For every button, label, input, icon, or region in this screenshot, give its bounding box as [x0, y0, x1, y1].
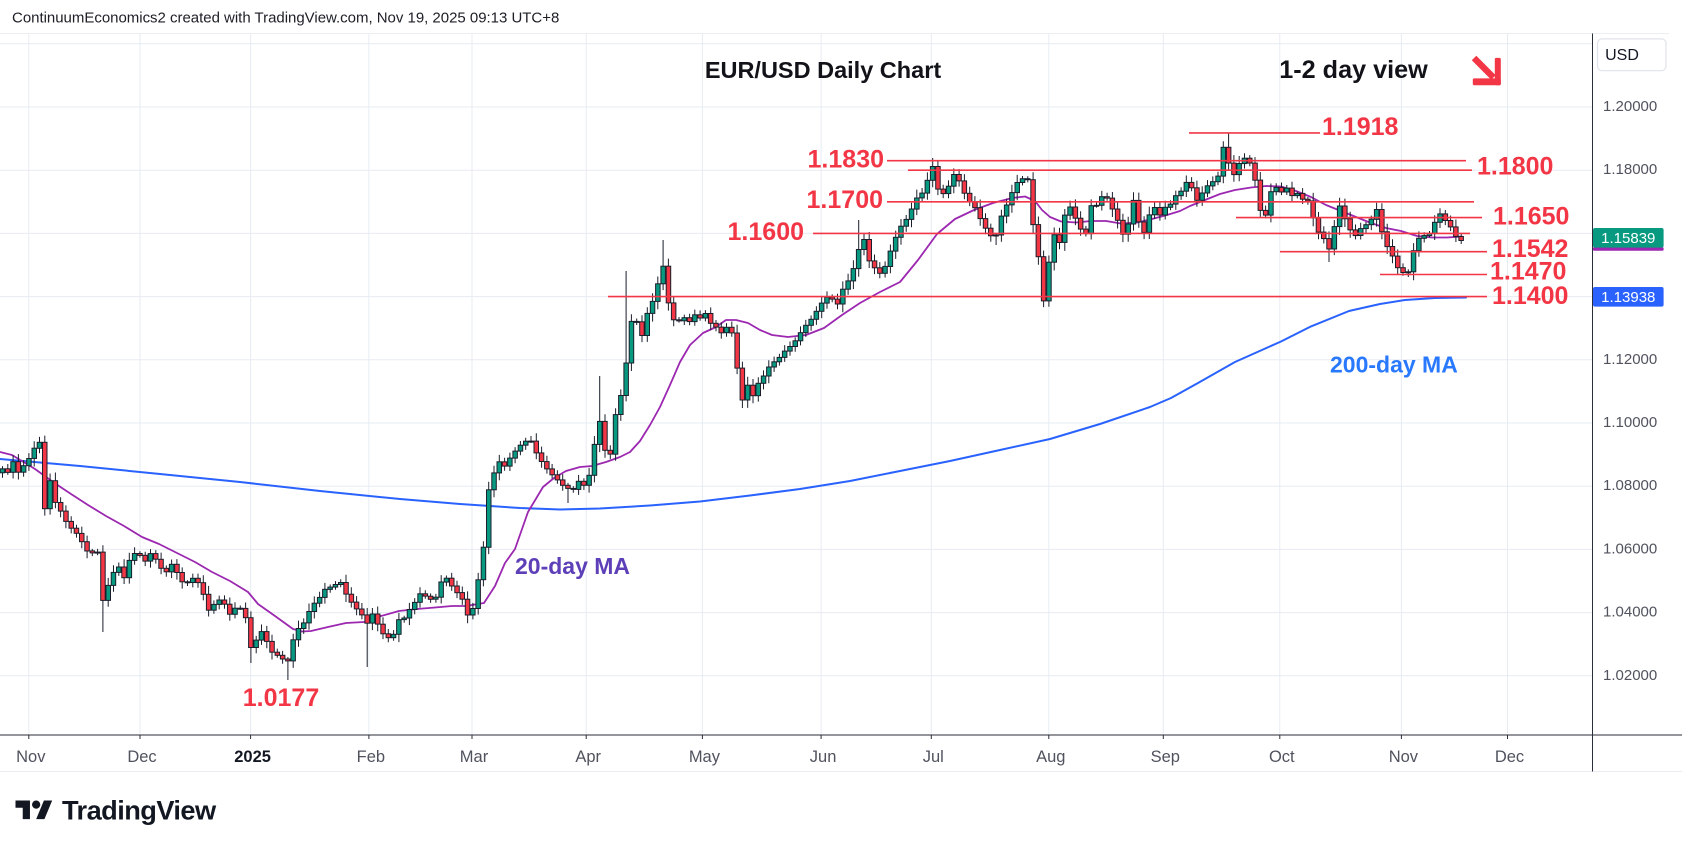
svg-text:1.1600: 1.1600 — [728, 218, 804, 246]
svg-text:1.1918: 1.1918 — [1322, 113, 1399, 141]
svg-text:1-2 day view: 1-2 day view — [1279, 56, 1428, 84]
svg-text:1.13938: 1.13938 — [1601, 289, 1655, 306]
svg-text:Apr: Apr — [575, 748, 601, 766]
svg-text:1.15839: 1.15839 — [1601, 230, 1655, 247]
svg-text:1.1542: 1.1542 — [1492, 235, 1568, 263]
svg-text:2025: 2025 — [234, 748, 271, 766]
svg-text:1.1830: 1.1830 — [808, 146, 884, 174]
svg-text:Nov: Nov — [1389, 748, 1419, 766]
svg-text:1.20000: 1.20000 — [1603, 98, 1657, 115]
svg-text:Nov: Nov — [16, 748, 46, 766]
svg-text:Feb: Feb — [357, 748, 385, 766]
svg-text:1.1800: 1.1800 — [1477, 153, 1553, 181]
svg-text:Oct: Oct — [1269, 748, 1295, 766]
svg-text:May: May — [689, 748, 721, 766]
svg-text:TradingView: TradingView — [62, 795, 217, 826]
svg-text:1.1470: 1.1470 — [1490, 258, 1566, 286]
svg-text:Jul: Jul — [923, 748, 944, 766]
svg-text:1.08000: 1.08000 — [1603, 477, 1657, 494]
svg-text:Mar: Mar — [460, 748, 489, 766]
svg-text:1.1650: 1.1650 — [1493, 203, 1569, 231]
svg-text:1.1400: 1.1400 — [1492, 282, 1568, 310]
svg-text:Jun: Jun — [810, 748, 837, 766]
svg-text:Sep: Sep — [1151, 748, 1180, 766]
svg-text:EUR/USD Daily Chart: EUR/USD Daily Chart — [705, 57, 942, 83]
svg-text:1.04000: 1.04000 — [1603, 604, 1657, 621]
svg-text:1.06000: 1.06000 — [1603, 540, 1657, 557]
svg-text:1.18000: 1.18000 — [1603, 161, 1657, 178]
svg-text:200-day MA: 200-day MA — [1330, 352, 1458, 378]
svg-text:Dec: Dec — [127, 748, 156, 766]
svg-text:1.10000: 1.10000 — [1603, 414, 1657, 431]
svg-text:1.02000: 1.02000 — [1603, 667, 1657, 684]
svg-text:1.0177: 1.0177 — [243, 684, 319, 712]
svg-text:Dec: Dec — [1495, 748, 1524, 766]
svg-text:1.1700: 1.1700 — [807, 186, 883, 214]
svg-text:20-day MA: 20-day MA — [515, 553, 630, 579]
svg-text:1.12000: 1.12000 — [1603, 351, 1657, 368]
svg-text:Aug: Aug — [1036, 748, 1065, 766]
svg-text:ContinuumEconomics2 created wi: ContinuumEconomics2 created with Trading… — [12, 9, 559, 26]
svg-text:USD: USD — [1605, 47, 1639, 64]
